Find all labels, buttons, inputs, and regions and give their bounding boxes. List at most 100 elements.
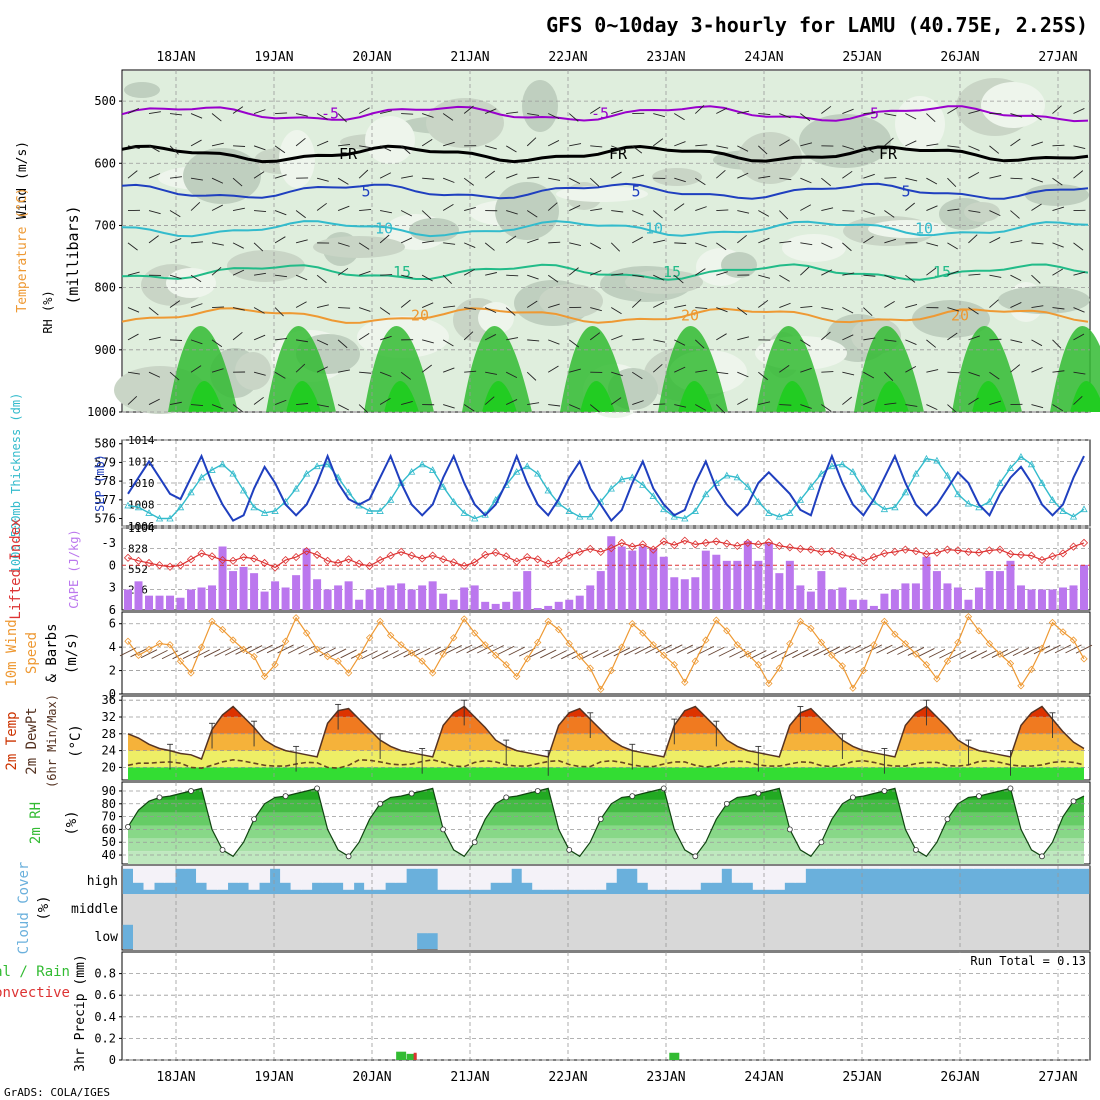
- wind-barb: [1054, 644, 1072, 654]
- cloud-bar: [710, 866, 722, 883]
- cloud-bar: [259, 894, 271, 922]
- wind-speed-point: [513, 672, 521, 681]
- date-label-top: 18JAN: [156, 50, 195, 65]
- wind-barb: [443, 305, 456, 308]
- wind-barb: [211, 204, 223, 211]
- li-point: [512, 557, 521, 566]
- axis-label-temperature: Temperature (°C): [15, 187, 30, 312]
- tick-label: 1000: [87, 405, 116, 419]
- cloud-bar: [1057, 922, 1069, 950]
- wind-barb: [694, 105, 705, 114]
- isotherm-label: 20: [411, 307, 429, 325]
- wind-barb: [211, 368, 224, 373]
- wind-barb: [548, 241, 561, 244]
- wind-barb: [1073, 170, 1084, 179]
- li-point: [376, 555, 385, 565]
- wind-barb: [148, 210, 161, 215]
- precip-total-bar: [396, 1051, 407, 1060]
- wind-barb: [926, 113, 936, 123]
- cloud-bar: [563, 894, 575, 922]
- wind-barb: [506, 111, 519, 114]
- wind-barb: [674, 203, 685, 211]
- wind-barb: [190, 339, 203, 345]
- wind-speed-line: [127, 615, 1085, 691]
- li-point: [260, 558, 269, 568]
- rh-point: [345, 853, 352, 860]
- li-point: [544, 559, 553, 568]
- wind-speed-point: [492, 651, 500, 660]
- rh-point: [629, 793, 636, 799]
- cloud-bar: [259, 922, 271, 950]
- cloud-bar: [973, 894, 985, 922]
- cloud-bar: [448, 894, 460, 922]
- cloud-bar: [595, 866, 607, 890]
- li-point: [428, 551, 437, 560]
- wind-barb: [316, 177, 329, 182]
- thickness-point: [838, 460, 847, 468]
- li-point: [1079, 538, 1089, 548]
- cape-bar: [964, 599, 973, 610]
- wind-barb: [905, 404, 918, 407]
- tick-label: 0: [109, 687, 116, 701]
- wind-barb: [359, 145, 372, 149]
- wind-barb: [1073, 333, 1085, 341]
- thickness-point: [250, 503, 258, 511]
- wind-barb: [434, 645, 452, 655]
- wind-speed-point: [145, 645, 153, 654]
- cloud-bar: [1078, 866, 1090, 869]
- isotherm-label: FR: [879, 145, 898, 163]
- wind-barb: [169, 113, 182, 116]
- cloud-bar: [196, 866, 208, 883]
- wind-barb: [317, 404, 329, 408]
- cloud-bar: [794, 922, 806, 950]
- cloud-bar: [826, 894, 838, 922]
- wind-barb: [274, 174, 287, 179]
- cape-bar: [208, 585, 217, 610]
- thickness-point: [775, 512, 784, 520]
- wind-barb: [589, 177, 600, 187]
- wind-barb: [632, 174, 644, 179]
- rh-point: [188, 788, 194, 794]
- li-point: [239, 552, 248, 562]
- rh-moist-plume: [560, 326, 630, 412]
- cape-bar: [890, 589, 899, 610]
- wind-barb: [613, 647, 630, 657]
- wind-barb: [884, 402, 897, 405]
- wind-barb: [445, 645, 462, 654]
- cloud-bar: [1025, 894, 1037, 922]
- wind-speed-point: [744, 650, 752, 658]
- wind-barb: [695, 144, 708, 147]
- wind-barb: [212, 306, 225, 308]
- cloud-bar: [311, 922, 323, 950]
- wind-barb: [844, 644, 862, 654]
- cloud-bar: [1046, 922, 1058, 950]
- li-point: [134, 556, 143, 565]
- wind-barb: [1052, 177, 1063, 186]
- isotherm-line: [121, 220, 1089, 238]
- li-point: [1048, 552, 1057, 561]
- rh-contour-patch: [409, 218, 459, 242]
- thickness-point: [313, 462, 321, 470]
- rh-point: [408, 790, 415, 797]
- wind-barb: [338, 143, 351, 147]
- wind-barb: [842, 307, 854, 314]
- wind-barb: [340, 649, 357, 659]
- cloud-bar: [983, 922, 995, 950]
- cape-bar: [953, 587, 962, 610]
- li-point: [302, 547, 311, 556]
- thickness-point: [302, 469, 311, 477]
- cloud-bar: [962, 922, 974, 950]
- wind-barb: [884, 300, 895, 308]
- cloud-bar: [616, 922, 628, 950]
- cape-bar: [733, 560, 742, 610]
- thickness-point: [807, 482, 815, 490]
- rh-moist-plume: [364, 326, 434, 412]
- precip-total-bar: [669, 1052, 680, 1060]
- cloud-bar: [511, 894, 523, 922]
- wind-speed-point: [828, 651, 836, 660]
- wind-barb: [800, 306, 813, 308]
- wind-speed-point: [1059, 628, 1067, 636]
- date-label-bottom: 26JAN: [940, 1070, 979, 1085]
- wind-barb: [568, 339, 580, 348]
